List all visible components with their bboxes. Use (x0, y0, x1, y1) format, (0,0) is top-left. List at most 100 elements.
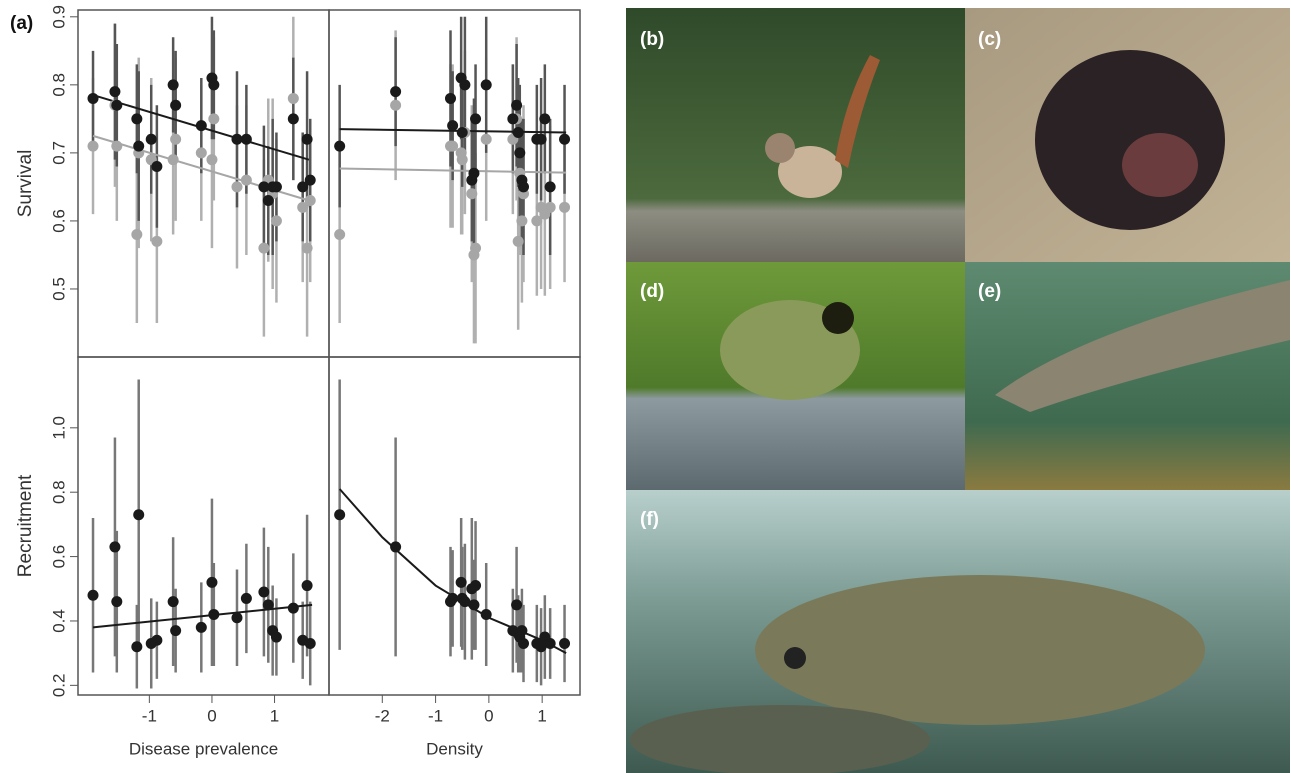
bird-tail (835, 55, 880, 168)
point (447, 140, 459, 152)
point (167, 154, 179, 166)
point (544, 181, 556, 193)
point (151, 160, 163, 172)
point (468, 167, 480, 179)
point (559, 637, 571, 649)
point (145, 133, 157, 145)
point (539, 113, 551, 125)
point (535, 133, 547, 145)
x-tick-label: -2 (375, 706, 390, 725)
point (206, 576, 218, 588)
frog-eye (822, 302, 854, 334)
point (531, 215, 543, 227)
point (270, 215, 282, 227)
point (131, 113, 143, 125)
point (480, 133, 492, 145)
point (208, 79, 220, 91)
point (480, 79, 492, 91)
point (334, 229, 346, 241)
point (133, 509, 145, 521)
y-tick-label: 0.7 (49, 141, 68, 165)
point (470, 113, 482, 125)
point (87, 92, 99, 104)
point (559, 201, 571, 213)
point (544, 201, 556, 213)
point (559, 133, 571, 145)
y-tick-label: 0.6 (49, 545, 68, 569)
point (507, 113, 519, 125)
fit-line (92, 603, 313, 629)
y-axis-label: Survival (15, 150, 36, 218)
photo-label: (e) (978, 281, 1001, 302)
point (87, 589, 99, 601)
point (206, 154, 218, 166)
plot-frame (328, 9, 581, 358)
point (447, 592, 459, 604)
photo-label: (b) (640, 29, 664, 50)
point (455, 576, 467, 588)
point (170, 133, 182, 145)
point (301, 580, 313, 592)
point (208, 113, 220, 125)
devil-snout (1122, 133, 1198, 197)
point (231, 181, 243, 193)
y-tick-label: 0.9 (49, 5, 68, 29)
point (470, 580, 482, 592)
point (390, 86, 402, 98)
point (511, 599, 523, 611)
devil-head (1035, 50, 1225, 230)
point (240, 133, 252, 145)
point (301, 242, 313, 254)
point (131, 641, 143, 653)
point (258, 242, 270, 254)
point (544, 637, 556, 649)
point (535, 641, 547, 653)
bird-head (765, 133, 795, 163)
fish-body (755, 575, 1205, 725)
point (195, 621, 207, 633)
point (109, 86, 121, 98)
point (518, 637, 530, 649)
point (87, 140, 99, 152)
point (151, 235, 163, 247)
point (466, 188, 478, 200)
point (231, 612, 243, 624)
panel-label: (a) (10, 13, 33, 34)
point (390, 99, 402, 111)
x-tick-label: -1 (142, 706, 157, 725)
point (287, 602, 299, 614)
point (151, 634, 163, 646)
point (459, 79, 471, 91)
point (240, 174, 252, 186)
point (170, 99, 182, 111)
skink-body (995, 280, 1290, 412)
y-tick-label: 0.8 (49, 480, 68, 504)
point (304, 637, 316, 649)
photo-label: (d) (640, 281, 664, 302)
point (456, 154, 468, 166)
point (334, 509, 346, 521)
point (170, 625, 182, 637)
fish-body-2 (630, 705, 930, 773)
photos: (b) (c) (d) (e) (f) (626, 8, 1290, 773)
point (258, 586, 270, 598)
point (231, 133, 243, 145)
point (334, 140, 346, 152)
x-tick-label: -1 (428, 706, 443, 725)
x-axis-label: Density (426, 739, 483, 758)
point (297, 201, 309, 213)
photo-bird (626, 8, 965, 262)
point (456, 126, 468, 138)
point (511, 99, 523, 111)
point (518, 181, 530, 193)
point (514, 147, 526, 159)
y-tick-label: 0.5 (49, 277, 68, 301)
y-tick-label: 0.2 (49, 674, 68, 698)
y-axis-label: Recruitment (15, 474, 36, 577)
y-tick-label: 0.4 (49, 609, 68, 633)
y-tick-label: 0.8 (49, 73, 68, 97)
plot-frame (328, 356, 581, 696)
point (258, 181, 270, 193)
y-tick-label: 1.0 (49, 416, 68, 440)
